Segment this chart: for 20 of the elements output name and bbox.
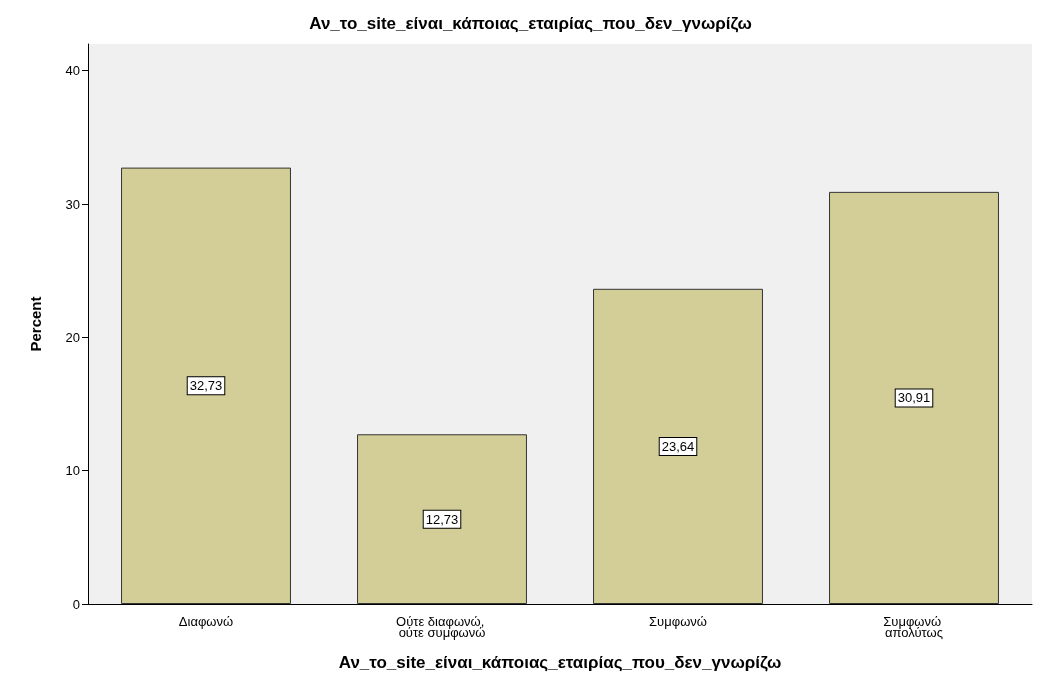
x-tick-label: Συμφωνώ απολύτως <box>883 614 945 640</box>
data-label: 12,73 <box>425 511 459 527</box>
data-label: 32,73 <box>189 378 223 394</box>
data-label: 30,91 <box>897 390 931 406</box>
bar <box>357 434 527 604</box>
y-tick-label: 10 <box>65 463 80 479</box>
x-tick-label: Ούτε διαφωνώ, ούτε συμφωνώ <box>396 614 488 640</box>
x-tick-label: Διαφωνώ <box>178 614 234 629</box>
x-tick-label: Συμφωνώ <box>649 614 707 629</box>
bar <box>121 167 291 604</box>
bar <box>593 288 763 604</box>
y-tick-label: 40 <box>65 63 80 79</box>
y-tick-label: 30 <box>65 196 80 212</box>
data-label: 23,64 <box>661 438 695 454</box>
y-tick-label: 20 <box>65 329 80 345</box>
bar <box>829 191 999 604</box>
y-tick-label: 0 <box>72 596 80 612</box>
x-axis-title: Αν_το_site_είναι_κάποιας_εταιρίας_που_δεν_γνωρίζω <box>338 653 782 672</box>
y-axis-title: Percent <box>27 296 44 352</box>
chart-title: Αν_το_site_είναι_κάποιας_εταιρίας_που_δεν_γνωρίζω <box>309 14 752 33</box>
